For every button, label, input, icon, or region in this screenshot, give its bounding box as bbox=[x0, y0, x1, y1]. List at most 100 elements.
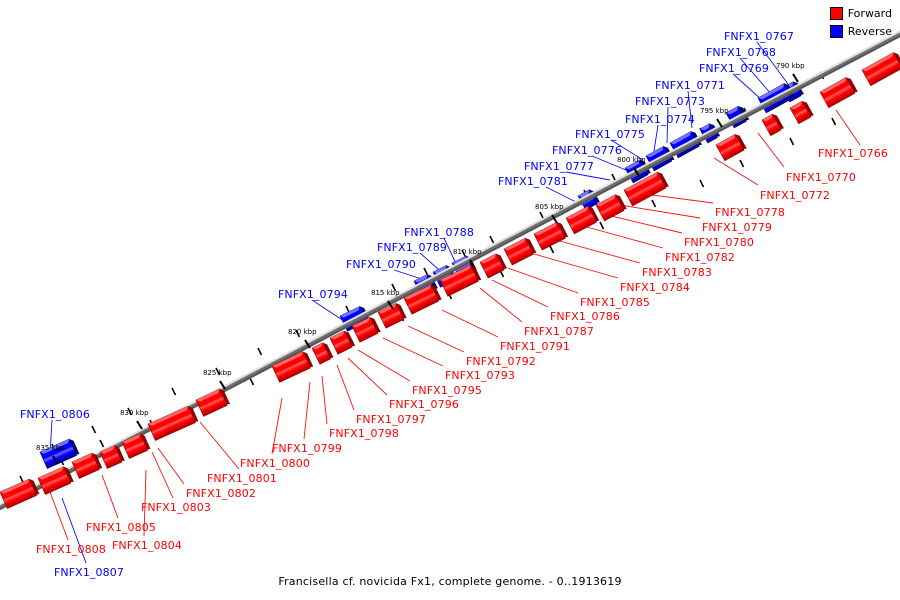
gene-label-fnfx1_0790[interactable]: FNFX1_0790 bbox=[346, 258, 416, 271]
gene-leader-line bbox=[666, 106, 669, 144]
gene-label-fnfx1_0804[interactable]: FNFX1_0804 bbox=[112, 539, 182, 552]
gene-label-fnfx1_0780[interactable]: FNFX1_0780 bbox=[684, 236, 754, 249]
gene-label-fnfx1_0798[interactable]: FNFX1_0798 bbox=[329, 427, 399, 440]
ruler-tick bbox=[633, 167, 640, 177]
legend-label: Reverse bbox=[847, 25, 892, 38]
axis-tick-mark bbox=[539, 211, 545, 220]
gene-leader-line bbox=[49, 491, 69, 541]
gene-label-fnfx1_0797[interactable]: FNFX1_0797 bbox=[356, 413, 426, 426]
axis-tick-mark bbox=[699, 179, 705, 188]
gene-leader-line bbox=[271, 397, 283, 455]
reverse-gene-box bbox=[39, 438, 80, 469]
gene-leader-line bbox=[507, 267, 579, 294]
axis-tick-mark bbox=[789, 137, 795, 146]
forward-gene-box bbox=[329, 330, 356, 355]
gene-leader-line bbox=[101, 474, 119, 519]
gene-label-fnfx1_0787[interactable]: FNFX1_0787 bbox=[524, 325, 594, 338]
forward-gene-box bbox=[37, 466, 74, 495]
gene-label-fnfx1_0771[interactable]: FNFX1_0771 bbox=[655, 79, 725, 92]
axis-tick-mark bbox=[489, 235, 495, 244]
gene-label-fnfx1_0802[interactable]: FNFX1_0802 bbox=[186, 487, 256, 500]
genome-caption: Francisella cf. novicida Fx1, complete g… bbox=[278, 575, 622, 588]
forward-gene-box bbox=[195, 388, 231, 417]
gene-leader-line bbox=[347, 357, 388, 396]
gene-leader-line bbox=[157, 447, 185, 485]
ruler-position-label: 820 kbp bbox=[288, 328, 317, 336]
ruler-position-label: 800 kbp bbox=[617, 156, 646, 164]
gene-label-fnfx1_0800[interactable]: FNFX1_0800 bbox=[240, 457, 310, 470]
gene-label-fnfx1_0806[interactable]: FNFX1_0806 bbox=[20, 408, 90, 421]
forward-gene-box bbox=[715, 133, 747, 162]
ruler-position-label: 835 kbp bbox=[36, 444, 65, 452]
gene-label-fnfx1_0781[interactable]: FNFX1_0781 bbox=[498, 175, 568, 188]
gene-leader-line bbox=[311, 299, 345, 322]
forward-gene-box bbox=[595, 194, 627, 222]
gene-label-fnfx1_0768[interactable]: FNFX1_0768 bbox=[706, 46, 776, 59]
gene-label-fnfx1_0789[interactable]: FNFX1_0789 bbox=[377, 241, 447, 254]
forward-gene-box bbox=[271, 351, 314, 383]
forward-gene-box bbox=[311, 342, 334, 365]
gene-label-fnfx1_0803[interactable]: FNFX1_0803 bbox=[141, 501, 211, 514]
gene-leader-line bbox=[835, 109, 861, 146]
gene-label-fnfx1_0791[interactable]: FNFX1_0791 bbox=[500, 340, 570, 353]
gene-leader-line bbox=[533, 253, 619, 279]
gene-label-fnfx1_0794[interactable]: FNFX1_0794 bbox=[278, 288, 348, 301]
forward-strand-genes bbox=[0, 52, 900, 509]
forward-gene-box bbox=[565, 205, 600, 235]
gene-label-fnfx1_0799[interactable]: FNFX1_0799 bbox=[272, 442, 342, 455]
gene-label-fnfx1_0808[interactable]: FNFX1_0808 bbox=[36, 543, 106, 556]
gene-label-fnfx1_0796[interactable]: FNFX1_0796 bbox=[389, 398, 459, 411]
gene-label-fnfx1_0772[interactable]: FNFX1_0772 bbox=[760, 189, 830, 202]
gene-label-fnfx1_0774[interactable]: FNFX1_0774 bbox=[625, 113, 695, 126]
axis-tick-mark bbox=[295, 329, 301, 338]
gene-label-fnfx1_0807[interactable]: FNFX1_0807 bbox=[54, 566, 124, 579]
gene-label-fnfx1_0801[interactable]: FNFX1_0801 bbox=[207, 472, 277, 485]
gene-label-fnfx1_0767[interactable]: FNFX1_0767 bbox=[724, 30, 794, 43]
gene-label-fnfx1_0783[interactable]: FNFX1_0783 bbox=[642, 266, 712, 279]
gene-leader-line bbox=[606, 214, 683, 234]
axis-tick-mark bbox=[599, 221, 605, 230]
axis-tick-mark bbox=[831, 117, 837, 126]
ruler-position-label: 830 kbp bbox=[120, 409, 149, 417]
gene-leader-line bbox=[619, 204, 701, 219]
gene-label-fnfx1_0778[interactable]: FNFX1_0778 bbox=[715, 206, 785, 219]
gene-label-fnfx1_0773[interactable]: FNFX1_0773 bbox=[635, 95, 705, 108]
forward-gene-box bbox=[0, 478, 40, 509]
gene-leader-line bbox=[321, 375, 328, 425]
gene-leader-line bbox=[739, 57, 773, 96]
gene-label-fnfx1_0786[interactable]: FNFX1_0786 bbox=[550, 310, 620, 323]
forward-gene-box bbox=[351, 316, 381, 343]
legend-row-forward: Forward bbox=[829, 6, 892, 21]
legend-label: Forward bbox=[847, 7, 892, 20]
gene-label-fnfx1_0788[interactable]: FNFX1_0788 bbox=[404, 226, 474, 239]
gene-label-fnfx1_0795[interactable]: FNFX1_0795 bbox=[412, 384, 482, 397]
gene-label-fnfx1_0776[interactable]: FNFX1_0776 bbox=[552, 144, 622, 157]
ruler-position-label: 805 kbp bbox=[535, 203, 564, 211]
gene-label-fnfx1_0766[interactable]: FNFX1_0766 bbox=[818, 147, 888, 160]
gene-leader-line bbox=[713, 157, 759, 186]
gene-label-fnfx1_0784[interactable]: FNFX1_0784 bbox=[620, 281, 690, 294]
gene-label-fnfx1_0793[interactable]: FNFX1_0793 bbox=[445, 369, 515, 382]
ruler-tick bbox=[219, 380, 226, 390]
ruler-position-label: 790 kbp bbox=[776, 62, 805, 70]
gene-leader-line bbox=[687, 90, 693, 129]
axis-tick-mark bbox=[391, 283, 397, 292]
axis-tick-mark bbox=[461, 249, 467, 258]
gene-label-fnfx1_0770[interactable]: FNFX1_0770 bbox=[786, 171, 856, 184]
forward-gene-box bbox=[147, 405, 199, 441]
forward-gene-box bbox=[503, 237, 537, 266]
gene-label-fnfx1_0777[interactable]: FNFX1_0777 bbox=[524, 160, 594, 173]
gene-label-fnfx1_0775[interactable]: FNFX1_0775 bbox=[575, 128, 645, 141]
gene-label-fnfx1_0769[interactable]: FNFX1_0769 bbox=[699, 62, 769, 75]
gene-label-fnfx1_0779[interactable]: FNFX1_0779 bbox=[702, 221, 772, 234]
legend-row-reverse: Reverse bbox=[829, 24, 892, 39]
forward-gene-box bbox=[403, 284, 442, 315]
axis-tick-mark bbox=[257, 347, 263, 356]
gene-label-fnfx1_0782[interactable]: FNFX1_0782 bbox=[665, 251, 735, 264]
axis-tick-mark bbox=[127, 407, 133, 416]
ruler-tick bbox=[551, 214, 558, 224]
gene-label-fnfx1_0805[interactable]: FNFX1_0805 bbox=[86, 521, 156, 534]
gene-label-fnfx1_0792[interactable]: FNFX1_0792 bbox=[466, 355, 536, 368]
gene-label-fnfx1_0785[interactable]: FNFX1_0785 bbox=[580, 296, 650, 309]
